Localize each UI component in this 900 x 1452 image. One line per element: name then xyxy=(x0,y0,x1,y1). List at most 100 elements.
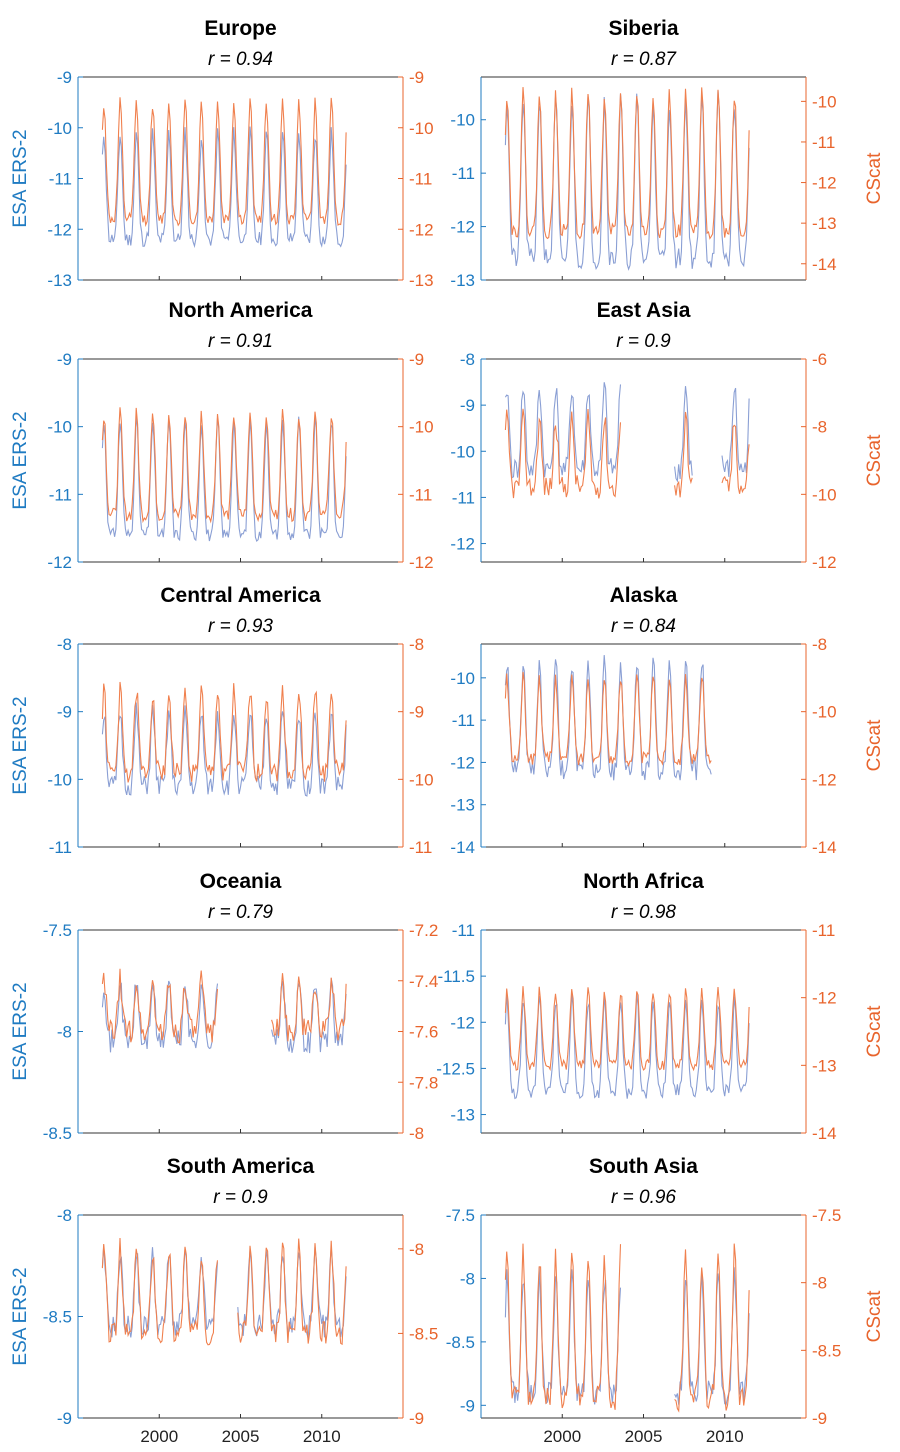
left-tick-label: -13 xyxy=(450,1106,475,1125)
panel-siberia: Siberia r = 0.87 -13 -12 -11 -10 -14 -13 -12 -11 -… xyxy=(450,17,885,290)
esa-series-line xyxy=(504,992,750,1100)
right-tick-label: -8 xyxy=(409,635,424,654)
panel-east-asia: East Asia r = 0.9 -12 -11 -10 -9 -8 -12 -10 -8 -6 C… xyxy=(450,299,885,572)
panel-title: North Africa xyxy=(583,870,704,893)
left-tick-label: -8.5 xyxy=(43,1308,72,1327)
panel-south-america: South America r = 0.9 -9 -8.5 -8 -9 -8.5 -8 2000… xyxy=(10,1155,438,1446)
x-tick-label: 2010 xyxy=(303,1427,341,1446)
x-tick-label: 2000 xyxy=(140,1427,178,1446)
left-axis-label: ESA ERS-2 xyxy=(10,696,31,794)
right-tick-label: -8.5 xyxy=(812,1341,841,1360)
panel-title: Siberia xyxy=(608,17,678,40)
cscat-series-line xyxy=(101,681,347,783)
right-tick-label: -7.5 xyxy=(812,1206,841,1225)
left-tick-label: -10 xyxy=(47,770,72,789)
cscat-series-line xyxy=(504,1243,750,1413)
right-tick-label: -11 xyxy=(812,133,835,152)
left-tick-label: -9 xyxy=(57,703,72,722)
x-tick-label: 2005 xyxy=(625,1427,663,1446)
cscat-series-line xyxy=(504,671,712,767)
left-tick-label: -13 xyxy=(450,271,475,290)
esa-series-line xyxy=(101,416,347,542)
esa-series-line xyxy=(504,382,750,483)
left-tick-label: -10 xyxy=(47,119,72,138)
right-tick-label: -9 xyxy=(409,703,424,722)
left-tick-label: -12 xyxy=(450,753,475,772)
right-tick-label: -8 xyxy=(812,635,827,654)
esa-series-line xyxy=(101,126,347,249)
left-axis-label: ESA ERS-2 xyxy=(10,129,31,227)
left-tick-label: -11.5 xyxy=(438,967,476,986)
right-tick-label: -14 xyxy=(812,838,837,857)
left-tick-label: -11 xyxy=(452,488,475,507)
left-tick-label: -7.5 xyxy=(43,921,72,940)
panel-subtitle: r = 0.96 xyxy=(611,1187,676,1208)
right-tick-label: -7.2 xyxy=(409,921,438,940)
panel-subtitle: r = 0.9 xyxy=(213,1187,268,1208)
left-tick-label: -8 xyxy=(460,1269,475,1288)
right-tick-label: -11 xyxy=(812,921,835,940)
right-tick-label: -8 xyxy=(409,1240,424,1259)
left-tick-label: -8 xyxy=(57,1206,72,1225)
left-tick-label: -13 xyxy=(450,796,475,815)
left-tick-label: -10 xyxy=(450,669,475,688)
cscat-series-line xyxy=(504,986,750,1072)
panel-title: Europe xyxy=(204,17,276,40)
right-axis-label: CScat xyxy=(864,1290,885,1342)
esa-series-line xyxy=(101,702,347,797)
panel-subtitle: r = 0.98 xyxy=(611,902,676,923)
x-tick-label: 2010 xyxy=(706,1427,744,1446)
left-tick-label: -12.5 xyxy=(436,1059,475,1078)
right-tick-label: -9 xyxy=(409,1409,424,1428)
left-tick-label: -8 xyxy=(57,635,72,654)
panel-title: South Asia xyxy=(589,1155,698,1178)
left-tick-label: -10 xyxy=(47,418,72,437)
left-tick-label: -8.5 xyxy=(43,1124,72,1143)
cscat-series-line xyxy=(101,1237,347,1346)
left-tick-label: -11 xyxy=(49,485,72,504)
panel-title: East Asia xyxy=(597,299,691,322)
right-axis-label: CScat xyxy=(864,1005,885,1057)
right-tick-label: -10 xyxy=(812,92,837,111)
right-tick-label: -7.4 xyxy=(409,972,438,991)
panel-oceania: Oceania r = 0.79 -8.5 -8 -7.5 -8 -7.8 -7.6 -7.4 -… xyxy=(10,870,438,1143)
right-tick-label: -13 xyxy=(409,271,434,290)
panel-title: Central America xyxy=(160,584,321,607)
right-tick-label: -8 xyxy=(812,418,827,437)
left-tick-label: -11 xyxy=(452,164,475,183)
left-tick-label: -10 xyxy=(450,442,475,461)
panel-subtitle: r = 0.9 xyxy=(616,331,671,352)
panel-title: South America xyxy=(167,1155,315,1178)
left-tick-label: -9 xyxy=(460,1396,475,1415)
right-axis-label: CScat xyxy=(864,719,885,771)
cscat-series-line xyxy=(504,408,750,499)
panel-subtitle: r = 0.93 xyxy=(208,616,273,637)
esa-series-line xyxy=(504,655,712,781)
right-tick-label: -12 xyxy=(812,553,837,572)
left-tick-label: -11 xyxy=(452,921,475,940)
left-tick-label: -12 xyxy=(450,1013,475,1032)
panel-north-africa: North Africa r = 0.98 -13 -12.5 -12 -11.5 -11 -… xyxy=(436,870,885,1143)
left-axis-label: ESA ERS-2 xyxy=(10,411,31,509)
right-tick-label: -13 xyxy=(812,214,837,233)
panel-subtitle: r = 0.94 xyxy=(208,49,273,70)
left-tick-label: -9 xyxy=(460,396,475,415)
right-tick-label: -10 xyxy=(812,485,837,504)
cscat-series-line xyxy=(101,97,347,228)
right-axis-label: CScat xyxy=(864,434,885,486)
left-tick-label: -12 xyxy=(47,220,72,239)
panel-title: North America xyxy=(169,299,313,322)
left-tick-label: -11 xyxy=(452,711,475,730)
right-tick-label: -6 xyxy=(812,350,827,369)
panel-subtitle: r = 0.87 xyxy=(611,49,677,70)
right-tick-label: -8.5 xyxy=(409,1324,438,1343)
left-tick-label: -8.5 xyxy=(446,1333,475,1352)
right-tick-label: -10 xyxy=(409,418,434,437)
right-tick-label: -13 xyxy=(812,1056,837,1075)
right-tick-label: -12 xyxy=(812,174,837,193)
x-tick-label: 2005 xyxy=(222,1427,260,1446)
panel-alaska: Alaska r = 0.84 -14 -13 -12 -11 -10 -14 -12 -10 -8… xyxy=(450,584,885,857)
left-axis-label: ESA ERS-2 xyxy=(10,1267,31,1365)
panel-central-america: Central America r = 0.93 -11 -10 -9 -8 -11 -10 -… xyxy=(10,584,434,857)
